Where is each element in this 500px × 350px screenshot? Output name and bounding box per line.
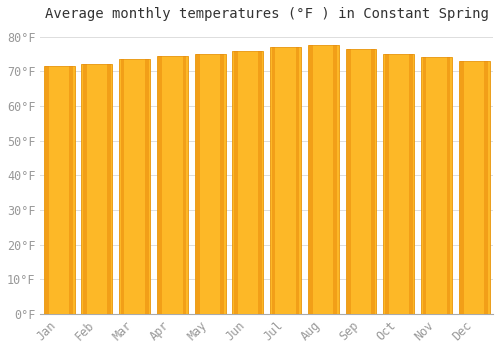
Bar (385, 54, 388, 314)
Bar (384, 54, 414, 314)
Bar (182, 56, 186, 314)
Bar (70, 66, 73, 314)
Bar (107, 64, 111, 314)
Bar (145, 59, 148, 314)
Bar (346, 49, 376, 314)
Bar (44, 66, 74, 314)
Bar (45, 66, 49, 314)
Bar (458, 61, 490, 314)
Bar (334, 46, 337, 314)
Bar (119, 59, 150, 314)
Bar (83, 64, 86, 314)
Bar (220, 54, 224, 314)
Bar (272, 47, 276, 314)
Bar (446, 57, 450, 314)
Bar (120, 59, 124, 314)
Bar (347, 49, 351, 314)
Title: Average monthly temperatures (°F ) in Constant Spring: Average monthly temperatures (°F ) in Co… (44, 7, 488, 21)
Bar (296, 47, 300, 314)
Bar (484, 61, 488, 314)
Bar (308, 46, 338, 314)
Bar (258, 50, 262, 314)
Bar (196, 54, 200, 314)
Bar (234, 50, 237, 314)
Bar (421, 57, 452, 314)
Bar (157, 56, 188, 314)
Bar (270, 47, 301, 314)
Bar (82, 64, 112, 314)
Bar (194, 54, 226, 314)
Bar (460, 61, 464, 314)
Bar (232, 50, 264, 314)
Bar (158, 56, 162, 314)
Bar (310, 46, 313, 314)
Bar (409, 54, 412, 314)
Bar (422, 57, 426, 314)
Bar (371, 49, 375, 314)
